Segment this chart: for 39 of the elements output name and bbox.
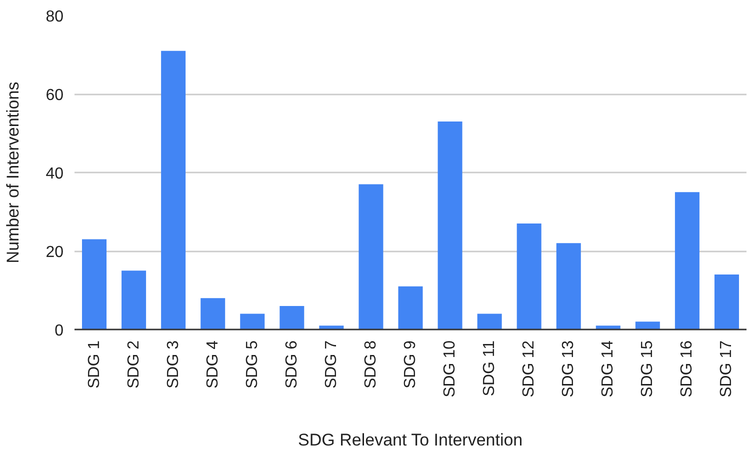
bar [161,50,186,330]
bar [556,243,581,330]
bar [477,314,502,330]
x-tick-label: SDG 12 [520,340,538,398]
x-tick-label: SDG 10 [442,340,459,398]
y-axis-title: Number of Interventions [4,82,23,264]
bar [280,306,304,330]
x-tick-label: SDG 5 [244,340,261,389]
y-tick-label: 20 [46,244,64,261]
x-tick-label: SDG 6 [283,340,300,389]
x-tick-label: SDG 14 [600,340,617,398]
x-tick-label: SDG 2 [125,340,142,389]
bar [674,192,700,330]
x-tick-label: SDG 7 [322,340,340,389]
y-tick-label: 80 [46,8,64,26]
x-tick-label: SDG 15 [639,340,656,398]
bar [714,274,739,330]
bar [200,298,226,330]
bar [240,314,265,330]
x-tick-label: SDG 3 [164,340,182,389]
x-axis-title: SDG Relevant To Intervention [298,430,523,450]
x-tick-label: SDG 8 [362,340,380,389]
bar [358,184,384,330]
x-tick-label: SDG 13 [560,340,578,398]
bar [82,239,107,330]
y-tick-label: 0 [54,322,64,340]
x-tick-label: SDG 4 [204,340,222,389]
x-tick-label: SDG 16 [678,340,696,398]
x-tick-label: SDG 9 [402,340,419,389]
y-tick-label: 40 [46,166,64,182]
bar [438,121,462,330]
bar [516,224,542,330]
y-tick-label: 60 [46,87,64,104]
bar [398,286,423,330]
x-tick-label: SDG 11 [481,340,498,396]
bar [122,270,146,330]
x-tick-label: SDG 17 [718,340,736,398]
x-tick-label: SDG 1 [86,340,103,389]
bar [635,322,660,330]
